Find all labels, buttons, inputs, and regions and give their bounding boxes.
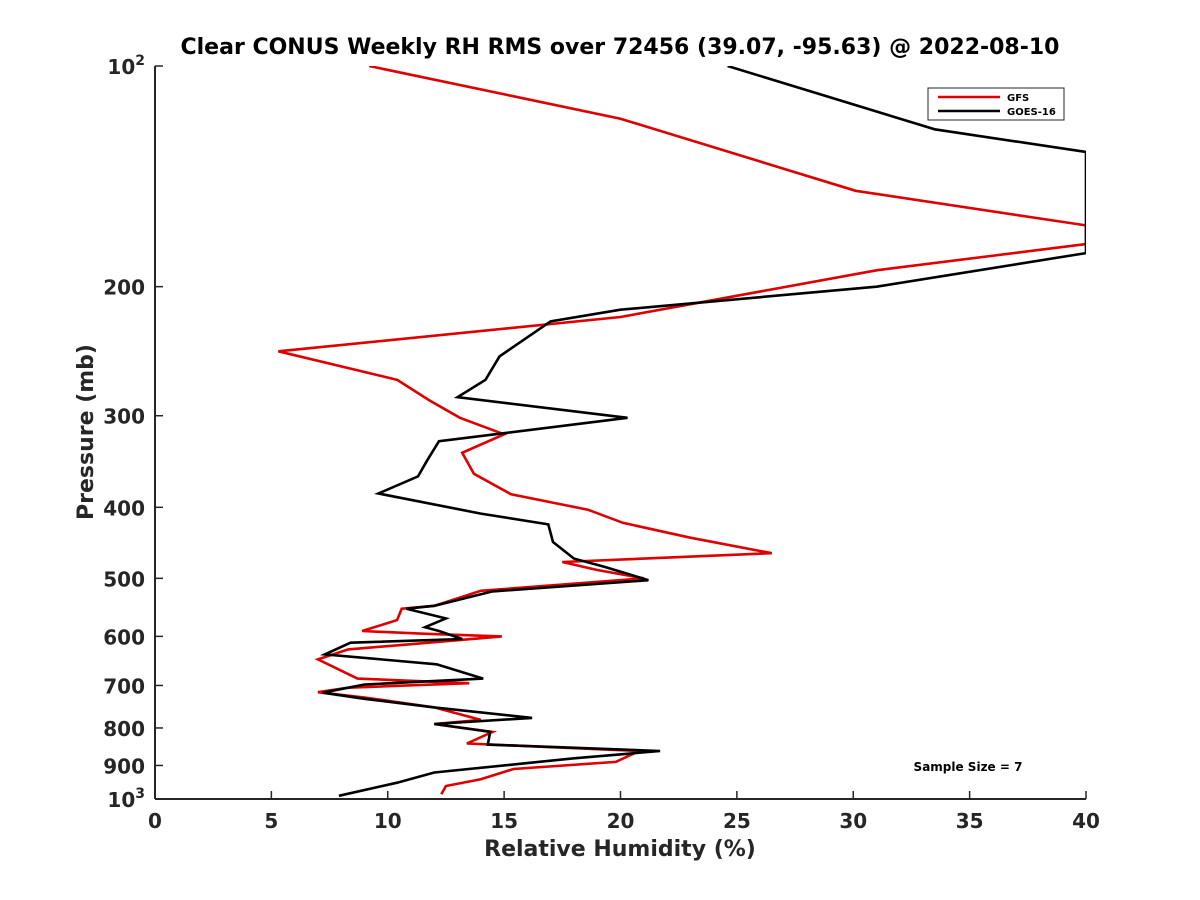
x-tick-label: 0 xyxy=(148,809,162,833)
y-tick-label: 800 xyxy=(103,717,145,741)
x-tick-label: 5 xyxy=(264,809,278,833)
y-tick-label: 600 xyxy=(103,625,145,649)
y-tick-label: 102 xyxy=(107,53,145,79)
y-tick-label: 103 xyxy=(107,786,145,812)
x-tick-label: 30 xyxy=(839,809,867,833)
x-axis-title: Relative Humidity (%) xyxy=(484,837,756,862)
y-tick-label-base: 900 xyxy=(103,754,145,778)
y-tick-label: 700 xyxy=(103,674,145,698)
legend-label-goes16: GOES-16 xyxy=(1007,107,1056,118)
x-axis-ticks: 0 5 10 15 20 25 30 35 40 xyxy=(148,791,1100,833)
x-tick-label: 35 xyxy=(956,809,984,833)
x-tick-label: 25 xyxy=(723,809,751,833)
plot-area: 0 5 10 15 20 25 30 35 40 10220030040050060070080… xyxy=(103,53,1100,833)
y-tick-label-exponent: 2 xyxy=(135,53,145,69)
x-tick-label: 40 xyxy=(1072,809,1100,833)
y-axis-title: Pressure (mb) xyxy=(74,344,99,520)
legend-box xyxy=(927,87,1065,121)
y-tick-label-base: 200 xyxy=(103,276,145,300)
x-tick-label: 20 xyxy=(607,809,635,833)
y-tick-label-base: 400 xyxy=(103,496,145,520)
y-tick-label-base: 500 xyxy=(103,567,145,591)
y-tick-label-base: 700 xyxy=(103,674,145,698)
y-tick-label-base: 10 xyxy=(107,788,135,812)
sample-size-annotation: Sample Size = 7 xyxy=(914,760,1023,774)
legend: GFS GOES-16 xyxy=(927,87,1065,121)
y-tick-label-base: 10 xyxy=(107,55,135,79)
chart-title: Clear CONUS Weekly RH RMS over 72456 (39… xyxy=(181,35,1060,60)
x-tick-label: 10 xyxy=(374,809,402,833)
x-tick-label: 15 xyxy=(490,809,518,833)
y-tick-label-base: 800 xyxy=(103,717,145,741)
y-tick-label: 400 xyxy=(103,496,145,520)
y-tick-label: 500 xyxy=(103,567,145,591)
y-tick-label: 300 xyxy=(103,405,145,429)
y-tick-label: 200 xyxy=(103,276,145,300)
series-layer xyxy=(278,66,1086,798)
y-tick-label-exponent: 3 xyxy=(135,786,145,802)
y-tick-label-base: 600 xyxy=(103,625,145,649)
y-tick-label: 900 xyxy=(103,754,145,778)
y-tick-label-base: 300 xyxy=(103,405,145,429)
legend-label-gfs: GFS xyxy=(1007,93,1029,104)
series-line-goes16 xyxy=(319,66,1086,798)
